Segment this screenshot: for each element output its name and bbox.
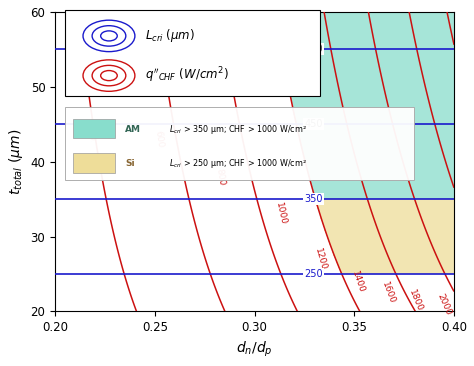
Text: 1800: 1800 — [408, 288, 425, 313]
Text: 400: 400 — [85, 123, 96, 141]
Bar — [73, 153, 115, 173]
X-axis label: $d_n/d_p$: $d_n/d_p$ — [236, 340, 273, 359]
Text: $L_{cri}$ > 250 μm; CHF > 1000 W/cm²: $L_{cri}$ > 250 μm; CHF > 1000 W/cm² — [169, 157, 307, 171]
Text: $L_{cri}$ > 350 μm; CHF > 1000 W/cm²: $L_{cri}$ > 350 μm; CHF > 1000 W/cm² — [169, 123, 307, 136]
Text: AM: AM — [125, 125, 141, 134]
Bar — [65, 107, 414, 180]
Text: 1400: 1400 — [350, 269, 366, 294]
Text: 1000: 1000 — [273, 202, 287, 226]
Text: $q''_{CHF}\ (W/cm^2)$: $q''_{CHF}\ (W/cm^2)$ — [145, 66, 228, 85]
Text: 550: 550 — [304, 44, 323, 55]
Text: Si: Si — [125, 160, 135, 168]
Text: $L_{cri}\ (\mu m)$: $L_{cri}\ (\mu m)$ — [145, 27, 195, 44]
Text: 600: 600 — [153, 130, 164, 148]
Text: 800: 800 — [215, 167, 227, 186]
Bar — [65, 10, 320, 96]
Text: 2000: 2000 — [435, 292, 453, 316]
Y-axis label: $t_{total}\ (\mu m)$: $t_{total}\ (\mu m)$ — [7, 128, 25, 195]
Bar — [73, 119, 115, 138]
Text: 1200: 1200 — [313, 247, 328, 271]
Text: 1600: 1600 — [380, 280, 397, 305]
Text: 250: 250 — [304, 269, 323, 279]
Text: 450: 450 — [304, 119, 323, 129]
Text: 350: 350 — [304, 194, 323, 204]
